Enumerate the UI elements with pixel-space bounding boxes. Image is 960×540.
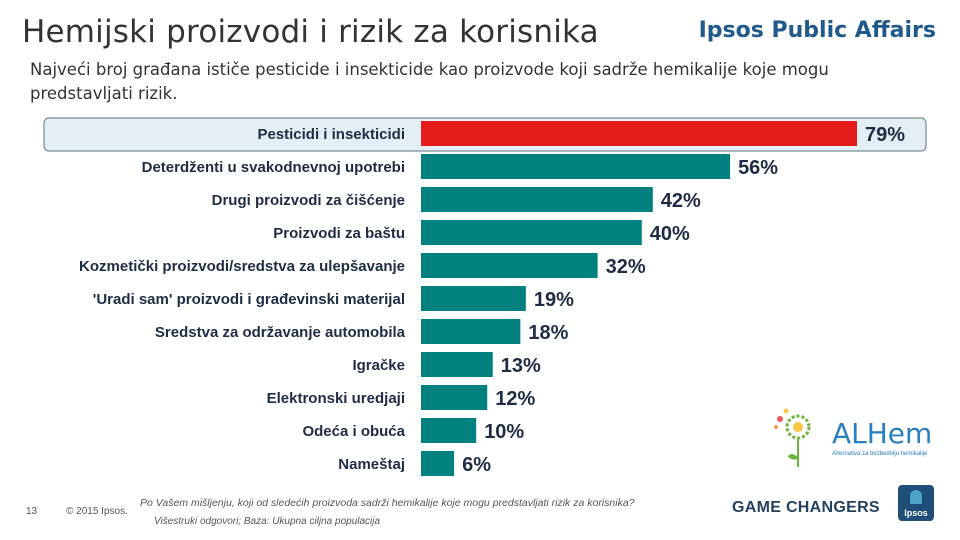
ipsos-logo-icon [910, 490, 922, 504]
alhem-tagline: Alternativa za bezbedniju hemikalije [832, 451, 928, 457]
page-title: Hemijski proizvodi i rizik za korisnika [22, 14, 599, 50]
bar-7 [421, 352, 493, 377]
bar-3 [421, 220, 642, 245]
value-label-0: 79% [865, 124, 905, 146]
category-label-9: Odeća i obuća [302, 423, 405, 440]
survey-question: Po Vašem mišljenju, koji od sledećih pro… [140, 497, 635, 509]
category-label-10: Nameštaj [338, 456, 405, 473]
category-label-0: Pesticidi i insekticidi [257, 126, 405, 143]
bar-1 [421, 154, 731, 179]
category-label-7: Igračke [352, 357, 405, 374]
bar-9 [421, 418, 477, 443]
category-label-2: Drugi proizvodi za čišćenje [212, 192, 405, 209]
value-label-8: 12% [495, 388, 535, 410]
bar-5 [421, 286, 526, 311]
flower-icon [774, 408, 811, 467]
alhem-logo: ALHem Alternativa za bezbedniju hemikali… [768, 405, 932, 475]
bar-6 [421, 319, 521, 344]
category-label-4: Kozmetički proizvodi/sredstva za ulepšav… [79, 258, 405, 275]
value-label-4: 32% [606, 256, 646, 278]
ipsos-logo-text: Ipsos [904, 508, 928, 518]
bar-4 [421, 253, 598, 278]
value-label-6: 18% [528, 322, 568, 344]
page-number: 13 [26, 506, 38, 517]
alhem-logo-text: ALHem [832, 417, 933, 450]
bar-8 [421, 385, 488, 410]
brand-logo: Ipsos Public Affairs [698, 18, 936, 43]
page-subtitle: Najveći broj građana ističe pesticide i … [30, 60, 829, 103]
value-label-9: 10% [484, 421, 524, 443]
category-label-6: Sredstva za održavanje automobila [155, 324, 406, 341]
bar-10 [421, 451, 455, 476]
value-label-1: 56% [738, 157, 778, 179]
category-label-8: Elektronski uredjaji [267, 390, 405, 407]
category-label-3: Proizvodi za baštu [273, 225, 405, 242]
value-label-5: 19% [534, 289, 574, 311]
category-label-5: 'Uradi sam' proizvodi i građevinski mate… [93, 291, 405, 308]
copyright: © 2015 Ipsos. [66, 506, 128, 517]
value-label-7: 13% [501, 355, 541, 377]
category-label-1: Deterdženti u svakodnevnoj upotrebi [142, 159, 405, 176]
game-changers-logo: GAME CHANGERS [732, 499, 880, 516]
value-label-10: 6% [462, 454, 491, 476]
bar-0 [421, 121, 857, 146]
value-label-2: 42% [661, 190, 701, 212]
ipsos-logo: Ipsos [898, 485, 934, 521]
bar-2 [421, 187, 653, 212]
survey-base: Višestruki odgovori; Baza: Ukupna ciljna… [154, 516, 381, 527]
value-label-3: 40% [650, 223, 690, 245]
